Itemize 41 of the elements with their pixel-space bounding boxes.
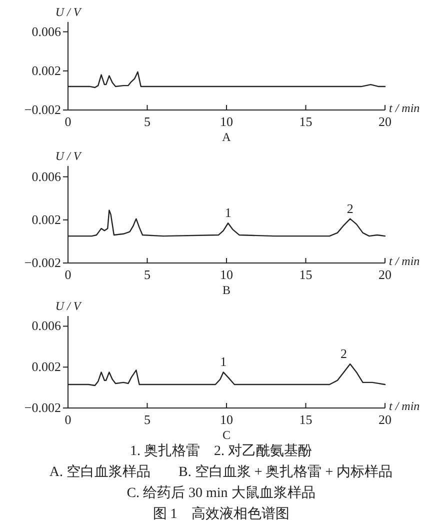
x-axis-title: t / min xyxy=(389,101,420,115)
y-tick-label: 0.002 xyxy=(32,212,61,227)
text: C xyxy=(222,428,231,442)
x-tick-label: 20 xyxy=(378,412,392,427)
x-tick-label: 5 xyxy=(144,412,150,427)
x-tick-label: 0 xyxy=(64,412,72,427)
y-tick-label: 0.006 xyxy=(32,318,62,334)
x-tick-label: 15 xyxy=(299,267,312,282)
y-axis-title: U / V xyxy=(55,149,82,163)
text: B xyxy=(222,283,231,297)
caption: 图 1 高效液相色谱图 xyxy=(152,506,290,522)
x-axis-title: t / min xyxy=(389,254,420,268)
x-tick-label: 20 xyxy=(378,114,392,129)
annotation: 2 xyxy=(346,200,354,216)
x-tick-label: 10 xyxy=(220,114,233,129)
y-axis-title: U / V xyxy=(55,299,82,313)
x-tick-label: 5 xyxy=(144,267,150,282)
y-tick-label: 0.002 xyxy=(32,359,61,374)
x-tick-label: 0 xyxy=(64,114,72,129)
x-tick-label: 0 xyxy=(64,267,72,282)
x-axis-title: t / min xyxy=(389,399,420,413)
y-tick-label: −0.002 xyxy=(24,255,61,270)
annotation: 1 xyxy=(224,205,232,220)
y-tick-label: 0.006 xyxy=(32,168,62,184)
x-tick-label: 15 xyxy=(299,412,312,427)
y-tick-label: 0.006 xyxy=(32,24,62,39)
y-tick-label: −0.002 xyxy=(24,400,61,415)
annotation: 1 xyxy=(220,354,227,370)
y-axis-title: U / V xyxy=(55,5,82,19)
text: C. 给药后 30 min 大鼠血浆样品 xyxy=(126,485,316,501)
y-tick-label: 0.002 xyxy=(32,62,61,78)
x-tick-label: 10 xyxy=(220,267,233,282)
x-tick-label: 5 xyxy=(144,114,150,129)
text: A. 空白血浆样品 B. 空白血浆 + 奥扎格雷 + 内标样品 xyxy=(49,464,393,480)
x-tick-label: 10 xyxy=(220,412,233,427)
annotation: 2 xyxy=(340,346,348,362)
text: 1. 奥扎格雷 2. 对乙酰氨基酚 xyxy=(130,443,312,459)
x-tick-label: 15 xyxy=(299,114,312,129)
x-tick-label: 20 xyxy=(378,267,392,282)
y-tick-label: −0.002 xyxy=(24,102,61,117)
text: A xyxy=(222,130,232,144)
